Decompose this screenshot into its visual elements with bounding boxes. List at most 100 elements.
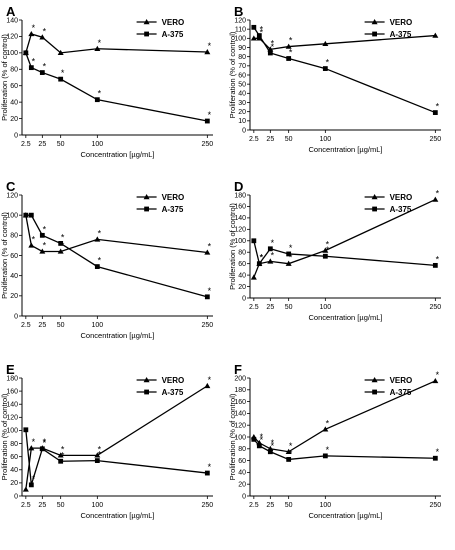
x-tick-label: 50 <box>285 304 293 311</box>
data-point-a-375 <box>204 294 210 300</box>
legend-label: VERO <box>162 193 185 202</box>
legend-marker-square <box>372 31 377 37</box>
series-line-a-375 <box>25 214 208 298</box>
y-tick-label: 80 <box>238 446 246 453</box>
significance-star: * <box>271 438 275 448</box>
data-point-a-375 <box>204 470 210 476</box>
y-tick-label: 60 <box>10 253 18 260</box>
significance-star: * <box>208 41 212 51</box>
series-line-a-375 <box>25 429 208 486</box>
significance-star: * <box>32 474 36 484</box>
y-tick-label: 40 <box>10 467 18 474</box>
significance-star: * <box>271 38 275 48</box>
data-point-vero <box>94 452 101 458</box>
significance-star: * <box>98 450 102 460</box>
y-tick-label: 40 <box>238 272 246 279</box>
data-point-a-375 <box>94 264 100 269</box>
x-tick-label: 2.5 <box>21 502 31 509</box>
data-point-vero <box>57 49 64 56</box>
legend-label: A-375 <box>162 388 184 397</box>
y-tick-label: 80 <box>10 233 18 240</box>
y-axis-label: Proliferation (% of control) <box>228 393 237 480</box>
x-tick-label: 100 <box>319 136 331 143</box>
data-point-a-375 <box>432 110 438 115</box>
y-tick-label: 180 <box>234 387 246 394</box>
y-axis-label: Proliferation (% of control) <box>0 212 9 299</box>
y-axis-label: Proliferation (% of control) <box>228 203 237 290</box>
data-point-vero <box>204 382 211 389</box>
data-point-a-375 <box>432 262 438 268</box>
x-tick-label: 50 <box>285 502 293 509</box>
legend-label: VERO <box>162 18 185 27</box>
y-tick-label: 100 <box>234 238 246 245</box>
significance-star: * <box>260 27 264 37</box>
significance-star: * <box>43 26 47 36</box>
data-point-vero <box>94 45 101 51</box>
legend-label: VERO <box>390 376 413 385</box>
panel-letter: F <box>234 362 242 377</box>
data-point-a-375 <box>256 443 262 449</box>
significance-star: * <box>326 445 330 455</box>
x-axis-label: Concentration [µg/mL] <box>81 511 155 520</box>
data-point-a-375 <box>23 50 29 56</box>
series-line-vero <box>25 385 208 490</box>
data-point-a-375 <box>267 246 273 252</box>
panel-letter: C <box>6 179 16 194</box>
data-point-a-375 <box>39 232 45 238</box>
data-point-vero <box>28 242 35 248</box>
legend-label: A-375 <box>162 205 184 214</box>
y-tick-label: 60 <box>238 458 246 465</box>
significance-star: * <box>260 435 264 445</box>
significance-star: * <box>326 240 330 250</box>
y-tick-label: 80 <box>10 441 18 448</box>
y-tick-label: 140 <box>234 215 246 222</box>
y-tick-label: 0 <box>242 493 246 500</box>
significance-star: * <box>271 238 275 248</box>
x-tick-label: 250 <box>429 136 441 143</box>
x-tick-label: 2.5 <box>249 502 259 509</box>
legend-label: A-375 <box>390 388 412 397</box>
y-tick-label: 20 <box>238 109 246 116</box>
y-tick-label: 100 <box>6 50 18 57</box>
y-tick-label: 60 <box>238 261 246 268</box>
y-tick-label: 80 <box>238 54 246 61</box>
x-tick-label: 250 <box>201 322 213 329</box>
y-tick-label: 10 <box>238 118 246 125</box>
y-tick-label: 40 <box>10 273 18 280</box>
significance-star: * <box>43 240 47 250</box>
data-point-vero <box>57 248 64 254</box>
data-point-a-375 <box>286 251 292 257</box>
y-tick-label: 50 <box>238 81 246 88</box>
data-point-a-375 <box>286 56 292 61</box>
significance-star: * <box>208 110 212 120</box>
y-tick-label: 30 <box>238 100 246 107</box>
legend-marker-triangle <box>143 19 150 25</box>
x-tick-label: 2.5 <box>249 136 259 143</box>
legend-marker-square <box>144 31 149 37</box>
significance-star: * <box>208 462 212 472</box>
data-point-vero <box>204 49 211 55</box>
data-point-vero <box>432 32 439 38</box>
data-point-a-375 <box>28 482 34 488</box>
y-tick-label: 0 <box>14 132 18 139</box>
y-tick-label: 20 <box>238 284 246 291</box>
y-tick-label: 40 <box>238 470 246 477</box>
y-tick-label: 70 <box>238 63 246 70</box>
y-tick-label: 0 <box>242 127 246 134</box>
significance-star: * <box>260 253 264 263</box>
data-point-vero <box>250 35 257 41</box>
x-tick-label: 25 <box>38 322 46 329</box>
y-tick-label: 180 <box>6 375 18 382</box>
x-axis-label: Concentration [µg/mL] <box>309 313 383 322</box>
data-point-vero <box>39 248 46 254</box>
data-point-a-375 <box>267 50 273 56</box>
data-point-vero <box>28 30 35 37</box>
legend-label: A-375 <box>162 30 184 39</box>
data-point-a-375 <box>267 449 273 455</box>
data-point-vero <box>285 448 292 454</box>
significance-star: * <box>98 89 102 99</box>
data-point-vero <box>94 236 101 242</box>
x-tick-label: 25 <box>266 304 274 311</box>
significance-star: * <box>436 102 440 112</box>
